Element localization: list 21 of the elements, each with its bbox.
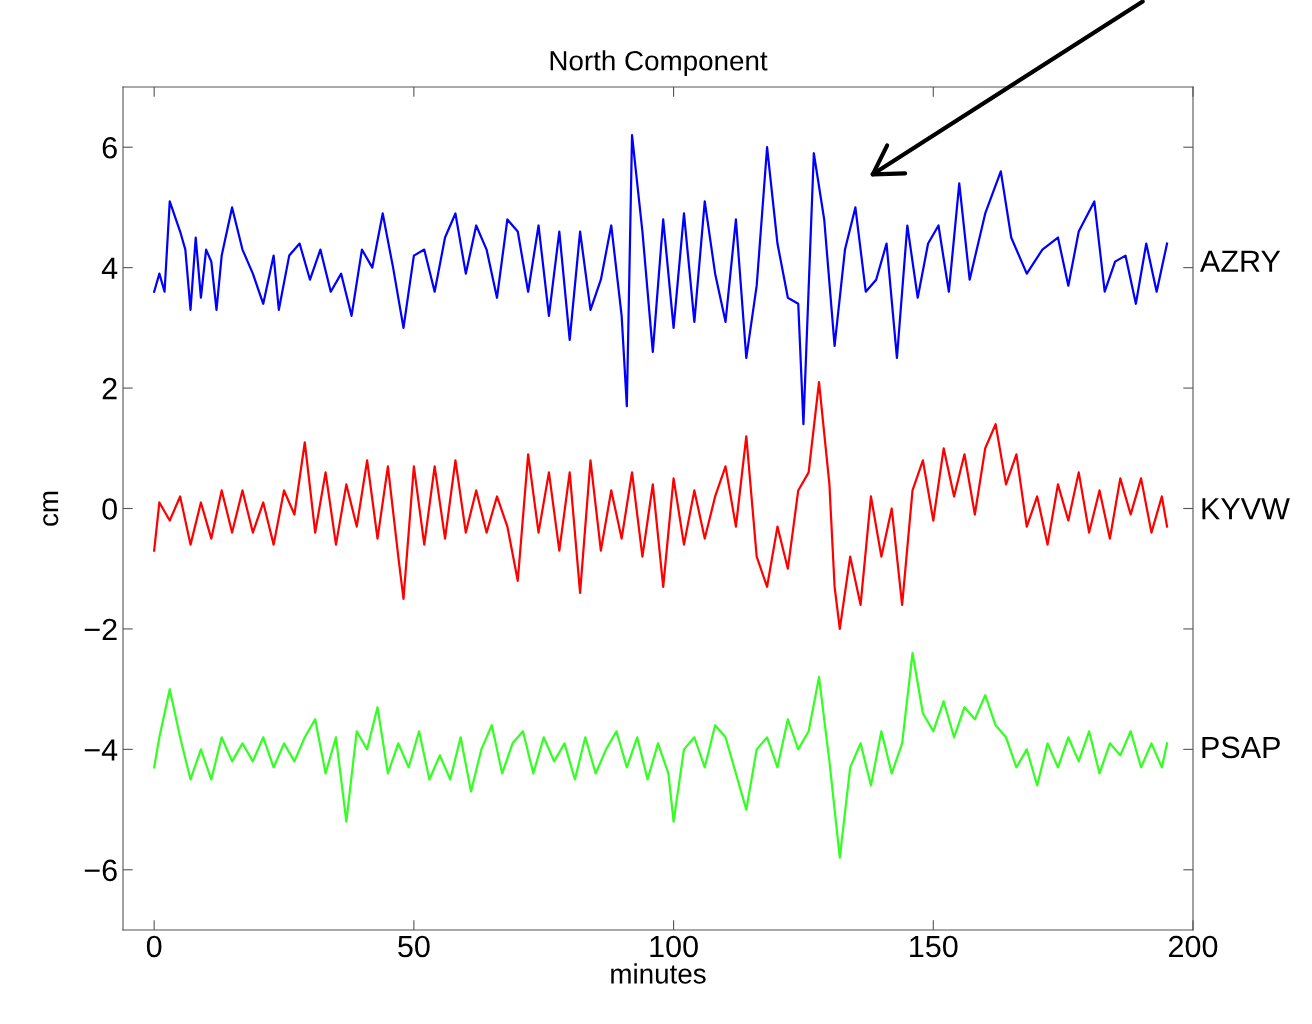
x-tick-label: 0 xyxy=(146,935,162,958)
y-tick-label: −4 xyxy=(84,739,118,761)
y-tick-label: 4 xyxy=(101,257,118,279)
series-label: KYVW xyxy=(1202,498,1290,520)
x-tick-label: 100 xyxy=(650,935,698,958)
line-series xyxy=(153,651,1169,859)
line-series xyxy=(153,134,1169,426)
y-tick-label: −6 xyxy=(84,859,117,882)
x-tick-label: 50 xyxy=(398,935,430,958)
series-label: AZRY xyxy=(1200,250,1281,272)
x-tick-label: 200 xyxy=(1169,935,1218,958)
x-tick-label: 150 xyxy=(910,935,958,958)
y-tick-label: 0 xyxy=(102,498,117,520)
y-tick-label: 2 xyxy=(102,377,117,400)
chart-title: North Component xyxy=(550,50,768,77)
series-label: PSAP xyxy=(1202,736,1280,759)
y-tick-label: 6 xyxy=(102,136,117,159)
x-axis-title: minutes xyxy=(611,963,706,984)
line-series xyxy=(153,380,1169,631)
y-axis-title: cm xyxy=(43,491,59,526)
y-tick-label: −2 xyxy=(84,618,117,640)
